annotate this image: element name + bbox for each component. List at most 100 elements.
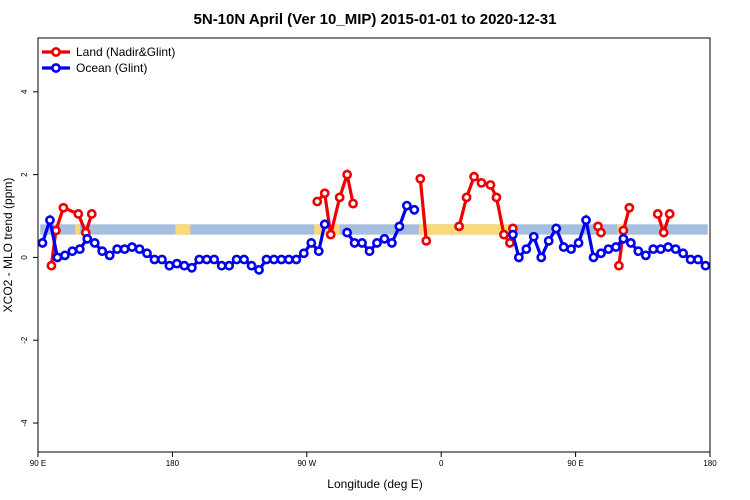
data-point: [379, 233, 390, 244]
data-point: [421, 235, 432, 246]
x-axis: 90 E 180 90 W 0 90 E 180: [30, 452, 717, 468]
data-point: [325, 229, 336, 240]
data-point: [558, 242, 569, 252]
data-point: [551, 223, 562, 234]
x-tick-label: 180: [703, 459, 717, 468]
data-point: [149, 254, 160, 265]
data-point: [269, 254, 279, 265]
data-point: [614, 260, 624, 271]
band-highlight: [75, 224, 80, 235]
data-point: [678, 248, 689, 259]
data-point: [664, 209, 675, 219]
data-point: [119, 244, 130, 255]
data-point: [82, 233, 93, 244]
data-point: [194, 254, 205, 265]
data-point: [306, 238, 317, 248]
band-highlight: [314, 224, 340, 235]
data-point: [134, 244, 145, 255]
data-point: [693, 254, 703, 265]
data-point: [127, 242, 137, 252]
data-point: [74, 244, 85, 255]
data-point: [112, 244, 123, 255]
series-line: [418, 178, 428, 242]
x-tick-label: 180: [166, 459, 180, 468]
data-point: [394, 221, 405, 232]
data-point: [239, 254, 249, 265]
data-point: [461, 192, 472, 203]
data-point: [86, 209, 97, 219]
data-point: [37, 238, 48, 248]
data-point: [454, 221, 465, 232]
data-point: [543, 235, 554, 246]
data-point: [276, 254, 287, 265]
data-point: [624, 202, 635, 213]
data-point: [640, 250, 651, 261]
data-point: [201, 254, 212, 265]
data-point: [342, 169, 353, 180]
data-point: [261, 254, 272, 265]
series-land-nadir-glint: [46, 168, 675, 271]
data-point: [246, 260, 257, 271]
data-point: [618, 225, 629, 236]
data-point: [700, 260, 711, 271]
y-axis: -4 -2 0 2 4: [20, 89, 38, 427]
data-point: [663, 242, 674, 252]
reference-band: [40, 224, 708, 235]
data-point: [507, 229, 518, 240]
data-point: [254, 264, 264, 275]
data-point: [58, 202, 69, 213]
data-point: [504, 238, 515, 248]
data-point: [319, 219, 330, 230]
data-point: [171, 258, 182, 269]
y-tick-label: 4: [20, 89, 29, 94]
data-point: [596, 227, 606, 238]
x-tick-label: 90 W: [297, 459, 316, 468]
data-point: [485, 180, 496, 190]
x-tick-label: 90 E: [30, 459, 46, 468]
data-point: [476, 177, 487, 188]
data-point: [415, 173, 426, 184]
y-axis-label: XCO2 - MLO trend (ppm): [1, 178, 15, 313]
data-point: [349, 238, 360, 248]
data-point: [224, 260, 235, 271]
data-point: [89, 238, 100, 248]
band-highlight: [175, 224, 191, 235]
x-tick-label: 0: [439, 459, 444, 468]
legend-label: Ocean (Glint): [76, 61, 147, 75]
data-point: [52, 252, 63, 263]
data-point: [45, 215, 55, 226]
data-point: [670, 244, 681, 255]
data-point: [581, 215, 591, 226]
data-point: [67, 246, 78, 257]
x-tick-label: 90 E: [567, 459, 583, 468]
band-segment: [40, 224, 708, 235]
y-tick-label: -2: [20, 336, 29, 344]
data-point: [611, 242, 621, 252]
data-point: [372, 238, 382, 248]
data-point: [596, 248, 606, 259]
data-point: [231, 254, 242, 265]
data-point: [491, 192, 502, 203]
data-point: [513, 252, 524, 263]
data-point: [209, 254, 220, 265]
data-point: [59, 250, 70, 261]
data-point: [46, 260, 57, 271]
data-point: [652, 209, 663, 219]
data-point: [298, 248, 309, 259]
data-point: [401, 200, 412, 211]
data-point: [588, 252, 599, 263]
series-layer: [37, 168, 711, 275]
band-highlight: [418, 224, 509, 235]
data-point: [164, 260, 175, 271]
data-point: [573, 238, 584, 248]
legend-label: Land (Nadir&Glint): [76, 45, 175, 59]
data-point: [186, 262, 197, 273]
data-point: [387, 238, 397, 248]
data-point: [179, 260, 190, 271]
legend-item: Land (Nadir&Glint): [42, 45, 175, 59]
data-point: [357, 238, 367, 248]
data-point: [625, 238, 636, 248]
data-point: [499, 229, 509, 240]
data-point: [603, 244, 614, 255]
data-point: [319, 188, 330, 199]
